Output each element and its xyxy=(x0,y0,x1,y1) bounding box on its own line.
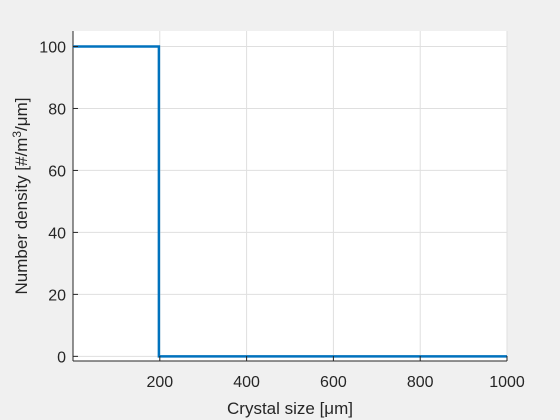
y-tick-label: 100 xyxy=(39,39,66,56)
y-axis-label-part: m] xyxy=(12,98,31,117)
x-tick-label: 200 xyxy=(146,374,173,391)
y-axis-label-part: μ xyxy=(12,116,31,126)
x-axis-label-part: m] xyxy=(334,399,353,418)
x-axis-label-part: μ xyxy=(324,399,334,418)
y-tick-label: 80 xyxy=(48,101,66,118)
plot-area xyxy=(73,31,507,361)
x-axis-label-part: Crystal size [ xyxy=(227,399,325,418)
x-tick-label: 600 xyxy=(320,374,347,391)
y-tick-label: 60 xyxy=(48,163,66,180)
y-axis-label: Number density [#/m3/μm] xyxy=(10,98,31,295)
x-tick-label: 400 xyxy=(233,374,260,391)
y-axis-label-part: Number density [#/m xyxy=(12,138,31,295)
x-tick-label: 1000 xyxy=(489,374,525,391)
x-axis-label: Crystal size [μm] xyxy=(227,399,353,418)
y-tick-label: 40 xyxy=(48,225,66,242)
y-tick-label: 0 xyxy=(57,349,66,366)
y-tick-label: 20 xyxy=(48,287,66,304)
x-tick-label: 800 xyxy=(407,374,434,391)
